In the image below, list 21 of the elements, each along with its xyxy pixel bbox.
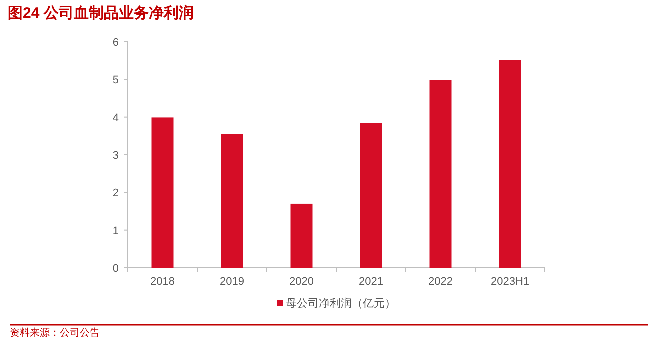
x-tick-label: 2018 <box>150 276 175 288</box>
legend-label: 母公司净利润（亿元） <box>286 297 396 310</box>
y-tick-label: 3 <box>112 150 119 162</box>
bar <box>430 80 452 268</box>
y-tick-label: 5 <box>112 74 119 87</box>
bar <box>152 118 174 268</box>
y-tick-label: 1 <box>112 225 119 238</box>
bar <box>360 123 382 268</box>
bar <box>221 134 244 268</box>
chart-title: 图24 公司血制品业务净利润 <box>8 4 194 22</box>
x-tick-label: 2019 <box>220 276 244 288</box>
y-tick-label: 2 <box>112 188 119 200</box>
y-tick-label: 0 <box>112 263 119 275</box>
y-tick-label: 6 <box>112 37 119 49</box>
x-tick-label: 2021 <box>359 276 384 288</box>
y-tick-label: 4 <box>112 112 119 124</box>
x-tick-label: 2022 <box>428 276 453 288</box>
bar <box>499 60 522 268</box>
x-tick-label: 2020 <box>290 276 314 288</box>
bar <box>290 204 313 268</box>
x-tick-label: 2023H1 <box>490 276 530 288</box>
